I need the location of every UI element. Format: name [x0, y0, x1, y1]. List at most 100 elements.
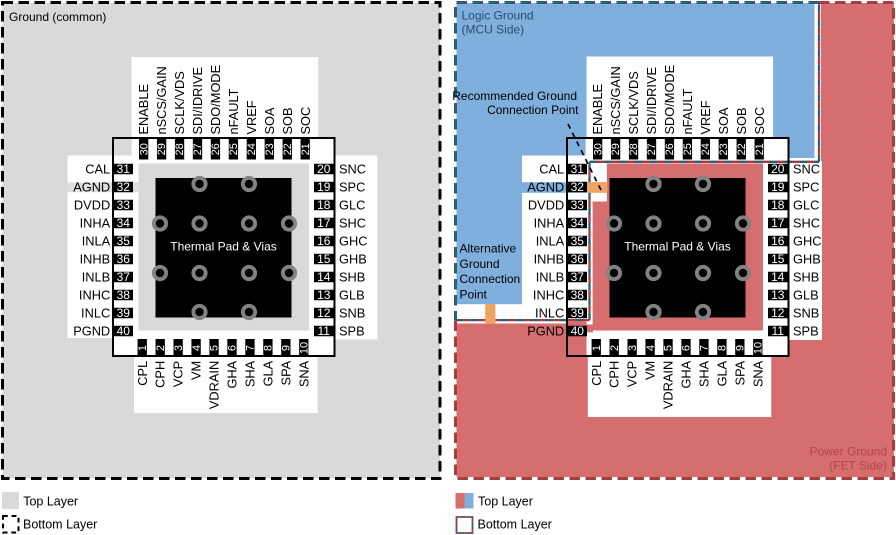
svg-text:27: 27: [192, 143, 204, 155]
svg-text:Top Layer: Top Layer: [478, 495, 533, 509]
svg-text:12: 12: [317, 306, 331, 320]
svg-text:5: 5: [209, 345, 221, 351]
svg-text:SPC: SPC: [793, 180, 819, 195]
svg-text:35: 35: [571, 234, 585, 248]
svg-text:29: 29: [156, 143, 168, 155]
svg-text:29: 29: [610, 143, 622, 155]
svg-text:12: 12: [771, 306, 785, 320]
svg-text:Top Layer: Top Layer: [23, 495, 78, 509]
svg-text:DVDD: DVDD: [74, 198, 110, 213]
svg-text:37: 37: [571, 270, 585, 284]
svg-text:30: 30: [138, 143, 150, 155]
svg-text:Recommended Ground: Recommended Ground: [452, 89, 577, 103]
svg-text:1: 1: [591, 345, 603, 351]
svg-text:SNA: SNA: [750, 360, 765, 387]
svg-text:40: 40: [571, 324, 585, 338]
svg-text:6: 6: [227, 345, 239, 351]
svg-text:14: 14: [771, 270, 785, 284]
svg-text:9: 9: [281, 345, 293, 351]
svg-text:SOB: SOB: [734, 107, 749, 134]
svg-text:INHC: INHC: [79, 288, 110, 303]
svg-text:SHA: SHA: [697, 360, 712, 387]
svg-text:Bottom Layer: Bottom Layer: [23, 518, 97, 532]
svg-text:GHB: GHB: [339, 252, 367, 267]
svg-text:INLB: INLB: [82, 270, 110, 285]
svg-text:INLB: INLB: [536, 270, 564, 285]
svg-text:SPB: SPB: [793, 324, 819, 339]
svg-text:PGND: PGND: [527, 324, 564, 339]
svg-text:INHC: INHC: [533, 288, 564, 303]
svg-text:Power Ground: Power Ground: [810, 445, 887, 459]
svg-text:AGND: AGND: [527, 180, 564, 195]
svg-text:CAL: CAL: [539, 162, 564, 177]
svg-text:ENABLE: ENABLE: [136, 84, 151, 135]
svg-text:GLB: GLB: [793, 288, 819, 303]
svg-text:28: 28: [174, 143, 186, 155]
svg-text:38: 38: [571, 288, 585, 302]
svg-text:20: 20: [317, 162, 331, 176]
svg-text:26: 26: [664, 143, 676, 155]
svg-text:39: 39: [571, 306, 585, 320]
svg-text:8: 8: [263, 345, 275, 351]
svg-text:INHB: INHB: [80, 252, 111, 267]
svg-text:VREF: VREF: [244, 100, 259, 134]
svg-text:AGND: AGND: [73, 180, 110, 195]
svg-text:18: 18: [771, 198, 785, 212]
svg-text:Logic Ground: Logic Ground: [462, 9, 534, 23]
svg-text:36: 36: [117, 252, 131, 266]
svg-text:(MCU Side): (MCU Side): [462, 23, 525, 37]
svg-text:SCLK/VDS: SCLK/VDS: [626, 71, 641, 134]
svg-text:SHB: SHB: [793, 270, 819, 285]
svg-text:35: 35: [117, 234, 131, 248]
svg-text:4: 4: [191, 345, 203, 351]
svg-text:31: 31: [117, 162, 131, 176]
svg-text:SDI/IDRIVE: SDI/IDRIVE: [644, 67, 659, 135]
svg-text:23: 23: [264, 143, 276, 155]
svg-text:GHB: GHB: [793, 252, 821, 267]
svg-text:GLA: GLA: [260, 360, 275, 386]
svg-text:INLC: INLC: [535, 306, 564, 321]
svg-text:14: 14: [317, 270, 331, 284]
svg-text:10: 10: [752, 342, 764, 354]
svg-text:40: 40: [117, 324, 131, 338]
svg-text:VCP: VCP: [625, 361, 640, 387]
svg-text:SHA: SHA: [243, 360, 258, 387]
svg-text:33: 33: [117, 198, 131, 212]
svg-text:CPH: CPH: [153, 361, 168, 388]
svg-text:11: 11: [772, 324, 785, 338]
svg-text:3: 3: [627, 345, 639, 351]
svg-text:SOC: SOC: [752, 107, 767, 135]
svg-text:nFAULT: nFAULT: [680, 88, 695, 134]
svg-text:27: 27: [646, 143, 658, 155]
svg-text:INHA: INHA: [534, 216, 565, 231]
svg-text:18: 18: [317, 198, 331, 212]
svg-text:Bottom Layer: Bottom Layer: [478, 518, 552, 532]
svg-text:36: 36: [571, 252, 585, 266]
svg-text:31: 31: [571, 162, 585, 176]
svg-text:2: 2: [155, 345, 167, 351]
svg-text:VCP: VCP: [171, 361, 186, 387]
svg-text:VDRAIN: VDRAIN: [661, 361, 676, 409]
svg-text:CAL: CAL: [85, 162, 110, 177]
svg-text:SPB: SPB: [339, 324, 365, 339]
svg-text:34: 34: [117, 216, 131, 230]
svg-text:16: 16: [317, 234, 331, 248]
svg-text:9: 9: [735, 345, 747, 351]
svg-text:10: 10: [298, 342, 310, 354]
svg-text:SOC: SOC: [298, 107, 313, 135]
svg-text:16: 16: [771, 234, 785, 248]
svg-text:GHA: GHA: [679, 360, 694, 388]
svg-text:SOA: SOA: [716, 107, 731, 134]
svg-text:SPA: SPA: [732, 360, 747, 385]
svg-text:15: 15: [317, 252, 331, 266]
svg-text:4: 4: [645, 345, 657, 351]
svg-text:32: 32: [117, 180, 131, 194]
svg-text:SPA: SPA: [278, 360, 293, 385]
svg-text:22: 22: [282, 143, 294, 155]
svg-text:34: 34: [571, 216, 585, 230]
svg-text:Thermal Pad & Vias: Thermal Pad & Vias: [624, 239, 731, 253]
svg-text:33: 33: [571, 198, 585, 212]
svg-text:CPH: CPH: [607, 361, 622, 388]
svg-text:Ground: Ground: [460, 257, 500, 271]
svg-text:GLC: GLC: [793, 198, 819, 213]
